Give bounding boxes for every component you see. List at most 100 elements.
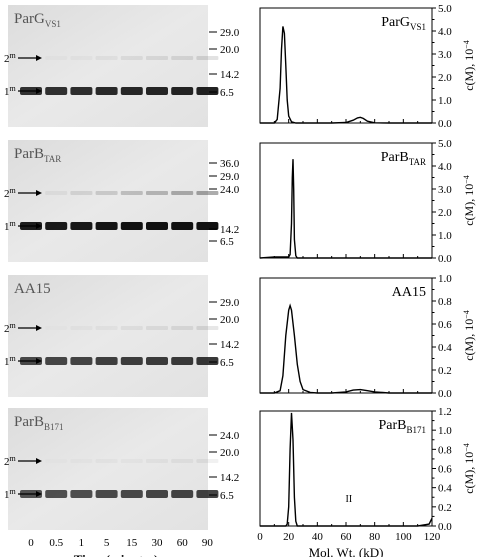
y-tick-label: 1.0 — [438, 273, 452, 285]
gel-title-main: ParB — [14, 414, 44, 430]
dimer-band — [171, 326, 194, 330]
monomer-band — [45, 87, 68, 95]
y-tick-label: 5.0 — [438, 138, 452, 150]
band-arrow-head — [36, 223, 42, 229]
time-point-label: 5 — [104, 537, 110, 549]
monomer-band — [95, 222, 118, 230]
marker-label: 29.0 — [220, 297, 240, 309]
chart-title: AA15 — [392, 285, 426, 300]
monomer-band — [120, 357, 143, 365]
gel-title-subscript: TAR — [44, 154, 61, 164]
oligomer-number: 2 — [4, 53, 10, 65]
oligomer-superscript: m — [10, 487, 17, 496]
y-tick-label: 4.0 — [438, 26, 452, 38]
monomer-band — [70, 490, 93, 498]
x-tick-label: 60 — [341, 531, 353, 543]
dimer-band — [45, 459, 67, 463]
y-axis-title: c(M), 10−4 — [462, 40, 476, 91]
monomer-band — [70, 222, 93, 230]
monomer-band — [45, 222, 68, 230]
marker-label: 36.0 — [220, 158, 240, 170]
monomer-band — [146, 222, 168, 230]
x-tick-label: 40 — [312, 531, 324, 543]
marker-label: 24.0 — [220, 184, 240, 196]
dimer-band — [171, 459, 194, 463]
y-axis-title: c(M), 10−4 — [462, 443, 476, 494]
oligomer-superscript: m — [10, 321, 17, 330]
dimer-band — [45, 56, 67, 60]
y-tick-label: 2.0 — [438, 207, 452, 219]
oligomer-superscript: m — [10, 186, 17, 195]
marker-label: 14.2 — [220, 339, 239, 351]
chart-title: ParBB171 — [378, 418, 426, 435]
monomer-label: 1m — [4, 487, 17, 501]
x-tick-label: 100 — [395, 531, 412, 543]
oligomer-superscript: m — [10, 219, 17, 228]
y-axis-title-exponent: −4 — [462, 443, 471, 452]
chart-title-subscript: B171 — [406, 425, 426, 435]
y-tick-label: 0.2 — [438, 502, 452, 514]
dimer-band — [171, 56, 194, 60]
y-axis-title-exponent: −4 — [462, 310, 471, 319]
monomer-band — [95, 357, 118, 365]
marker-label: 20.0 — [220, 44, 240, 56]
chart-title: ParGVS1 — [381, 15, 426, 32]
gel-title: AA15 — [14, 281, 51, 297]
dimer-band — [120, 191, 143, 195]
y-axis-title-text: c(M), 10 — [462, 452, 476, 494]
gel-image: ParBTAR — [8, 140, 219, 262]
gel-x-axis-title: Time (minutes) — [74, 552, 159, 557]
monomer-band — [120, 490, 143, 498]
marker-label: 6.5 — [220, 490, 234, 502]
monomer-band — [95, 490, 118, 498]
y-axis-title: c(M), 10−4 — [462, 310, 476, 361]
y-tick-label: 0.8 — [438, 444, 452, 456]
gel-image: ParGVS1 — [8, 5, 219, 127]
band-arrow-head — [36, 358, 42, 364]
monomer-band — [171, 87, 194, 95]
chart-title-subscript: TAR — [409, 157, 426, 167]
oligomer-number: 1 — [4, 356, 10, 368]
gel-image: ParBB171 — [8, 408, 219, 530]
monomer-band — [70, 87, 93, 95]
oligomer-number: 1 — [4, 221, 10, 233]
dimer-band — [95, 326, 118, 330]
time-point-label: 15 — [126, 537, 138, 549]
dimer-band — [70, 326, 92, 330]
panel-1: ParGVS129.020.014.26.52m1m0.01.02.03.04.… — [4, 3, 476, 130]
x-tick-label: 120 — [424, 531, 441, 543]
monomer-label: 1m — [4, 219, 17, 233]
y-tick-label: 0.6 — [438, 319, 452, 331]
monomer-label: 1m — [4, 354, 17, 368]
y-tick-label: 1.0 — [438, 425, 452, 437]
y-tick-label: 3.0 — [438, 49, 452, 61]
oligomer-superscript: m — [10, 84, 17, 93]
gel-title-main: ParG — [14, 11, 45, 27]
cm-chart: 0.0 1.0 2.0 3.0 4.0 5.0 ParBTAR c(M), 10−4 — [259, 138, 476, 265]
y-tick-label: 1.2 — [438, 406, 452, 418]
monomer-label: 1m — [4, 84, 17, 98]
y-axis-title-exponent: −4 — [462, 175, 471, 184]
chart-title-main: ParB — [378, 418, 406, 433]
dimer-band — [146, 326, 168, 330]
y-tick-label: 0.4 — [438, 342, 452, 354]
dimer-band — [96, 459, 118, 463]
dimer-band — [196, 56, 219, 60]
x-tick-label: 20 — [283, 531, 295, 543]
monomer-band — [146, 357, 168, 365]
y-tick-label: 1.0 — [438, 230, 452, 242]
y-axis-title-text: c(M), 10 — [462, 49, 476, 91]
marker-label: 6.5 — [220, 236, 234, 248]
monomer-band — [45, 490, 68, 498]
marker-label: 20.0 — [220, 447, 240, 459]
monomer-band — [196, 87, 219, 95]
dimer-label: 2m — [4, 321, 17, 335]
dimer-band — [146, 56, 168, 60]
oligomer-number: 2 — [4, 456, 10, 468]
chart-title: ParBTAR — [381, 150, 426, 167]
distribution-line — [259, 159, 432, 259]
marker-label: 14.2 — [220, 472, 239, 484]
distribution-line — [260, 412, 433, 527]
gel-image: AA15 — [8, 275, 219, 397]
